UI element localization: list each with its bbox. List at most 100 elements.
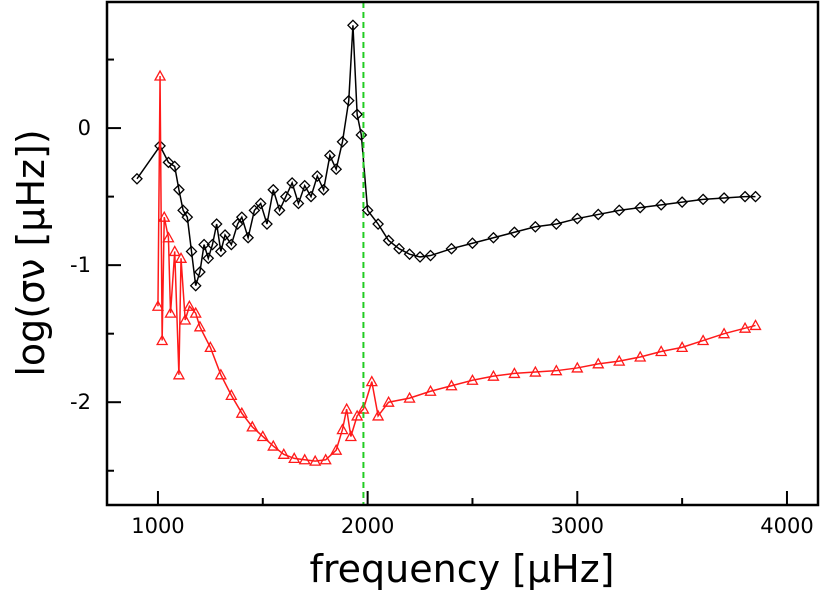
x-tick-label: 2000 [341,514,394,538]
series-marker [697,193,710,206]
series-marker [344,430,357,442]
series-marker [613,354,626,366]
series-marker [311,170,324,182]
series-marker [382,234,395,247]
x-tick-label: 1000 [131,514,184,538]
series-marker [424,384,437,396]
series-marker [286,176,299,189]
series-marker [177,204,190,217]
series-marker [634,201,647,214]
series-marker [235,211,248,224]
series-marker [445,242,458,255]
series-marker [351,409,364,421]
series-marker [319,453,332,465]
series-marker [214,368,227,380]
series-marker [298,453,311,465]
plot-frame [105,0,820,507]
series-marker [739,190,751,203]
series-line [136,25,756,286]
y-tick-label: 0 [78,116,91,140]
series-marker [372,409,385,421]
series-marker [323,149,336,162]
series-marker [336,135,349,148]
series-marker [466,237,479,250]
series-marker [193,266,206,278]
series-marker [592,208,605,221]
series-marker [210,218,223,230]
series-marker [571,361,584,373]
series-marker [466,373,479,385]
series-marker [189,279,202,292]
series-marker [330,163,343,176]
series-marker [214,245,227,258]
series-marker [361,204,374,217]
series-marker [131,172,143,185]
series-marker [403,248,416,261]
series-marker [355,129,368,141]
series-marker [162,156,175,169]
series-marker [206,238,219,251]
series-marker [235,406,248,418]
series-marker [288,452,301,464]
series-marker [676,341,689,353]
series-marker [634,350,647,362]
series-marker [592,357,605,369]
series-marker [336,423,349,435]
series-marker [156,334,169,346]
series-marker [317,183,330,196]
series-marker [168,245,181,257]
series-marker [749,190,762,203]
series-marker [162,231,175,243]
series-marker [254,197,267,210]
y-axis-label: log(σν [μHz]) [9,129,53,376]
series-marker [550,364,563,376]
series-marker [298,179,311,192]
series-marker [305,190,317,203]
x-tick-label: 3000 [551,514,604,538]
series-marker [267,439,280,451]
series-marker [277,447,290,459]
series-marker [168,160,181,173]
series-marker [172,183,185,196]
series-marker [403,391,416,403]
series-line [157,76,756,462]
series-marker [330,443,343,455]
series-marker [225,238,238,251]
series-marker [696,334,710,346]
series-marker [231,218,244,230]
series-marker [340,402,353,414]
series-marker [414,251,426,263]
series-marker [181,211,194,224]
y-tick-label: -2 [70,390,91,414]
series-marker [193,320,206,332]
series-marker [342,94,355,107]
series-marker [445,379,458,391]
series-marker [185,245,198,258]
x-tick-label: 4000 [760,514,813,538]
series-marker [529,220,542,233]
series-marker [242,231,255,244]
series-marker [655,198,668,211]
series-marker [351,108,364,121]
series-marker [198,238,210,251]
series-marker [676,196,689,209]
series-marker [174,251,188,263]
series-marker [347,19,359,32]
series-marker [202,252,215,265]
series-marker [267,183,280,196]
series-marker [738,321,752,333]
series-marker [393,242,405,255]
series-marker [164,306,177,318]
series-marker [487,369,500,381]
series-marker [613,204,626,217]
series-marker [261,218,273,230]
y-tick-label: -1 [70,253,91,277]
series-marker [151,299,165,311]
series-marker [382,395,395,407]
series-marker [256,430,269,442]
series-marker [179,313,192,325]
series-marker [508,226,521,239]
series-marker [183,299,196,311]
series-marker [292,197,305,210]
series-marker [550,218,563,230]
